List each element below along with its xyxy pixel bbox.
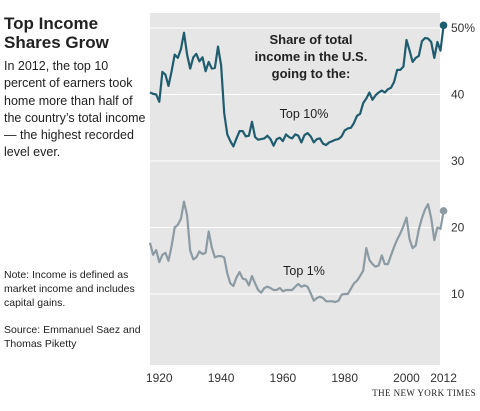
source-text: Source: Emmanuel Saez and Thomas Piketty xyxy=(4,324,141,350)
series-line xyxy=(148,200,445,304)
x-tick-label: 1960 xyxy=(270,371,297,385)
x-tick-label: 1920 xyxy=(146,371,173,385)
chart-title-line: Share of total xyxy=(269,32,352,47)
x-tick-label: 1940 xyxy=(208,371,235,385)
series-label: Top 10% xyxy=(280,107,329,121)
series-endpoint-marker xyxy=(439,207,448,215)
note-text: Note: Income is defined as market income… xyxy=(4,269,135,309)
summary-text: In 2012, the top 10 percent of earners t… xyxy=(4,59,146,160)
series-label: Top 1% xyxy=(283,264,325,278)
x-tick-label: 1980 xyxy=(331,371,358,385)
x-tick-label: 2000 xyxy=(393,371,420,385)
chart-title-line: going to the: xyxy=(272,66,351,81)
series-line xyxy=(149,25,445,148)
y-tick-label: 30 xyxy=(451,154,465,168)
plot-background xyxy=(150,13,440,365)
headline: Top Income Shares Grow xyxy=(4,14,109,52)
series-endpoint-marker xyxy=(439,21,448,30)
chart-title-line: income in the U.S. xyxy=(255,49,368,64)
y-tick-label: 50% xyxy=(451,21,475,35)
chart-title: Share of total income in the U.S. going to… xyxy=(255,32,368,81)
x-tick-label: 2012 xyxy=(430,371,457,385)
y-tick-label: 20 xyxy=(451,221,465,235)
y-tick-label: 10 xyxy=(451,287,465,301)
publisher-credit: THE NEW YORK TIMES xyxy=(372,388,476,398)
y-tick-label: 40 xyxy=(451,88,465,102)
